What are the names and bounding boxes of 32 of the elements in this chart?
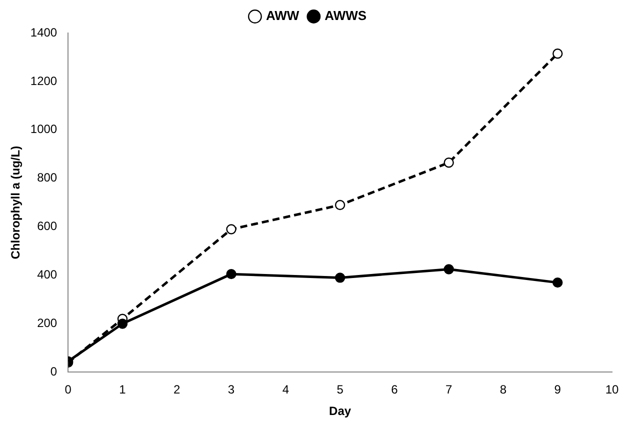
point bbox=[226, 224, 236, 234]
point bbox=[552, 277, 563, 288]
legend-label: AWW bbox=[266, 8, 300, 24]
x-tick-label: 10 bbox=[605, 382, 619, 397]
y-tick-label: 600 bbox=[37, 219, 58, 234]
y-tick-label: 1000 bbox=[30, 122, 58, 136]
y-tick-label: 800 bbox=[37, 170, 58, 185]
x-tick-label: 8 bbox=[500, 382, 507, 397]
y-tick-label: 1200 bbox=[30, 74, 58, 88]
point bbox=[117, 318, 128, 329]
y-tick-label: 200 bbox=[37, 316, 58, 330]
x-tick-label: 2 bbox=[174, 382, 181, 397]
x-tick-label: 6 bbox=[391, 382, 398, 397]
x-tick-label: 0 bbox=[64, 382, 72, 397]
point bbox=[552, 48, 563, 59]
y-tick-label: 0 bbox=[50, 364, 58, 379]
point bbox=[444, 158, 454, 168]
x-tick-label: 7 bbox=[445, 382, 452, 397]
x-tick-label: 4 bbox=[282, 382, 290, 397]
x-tick-label: 1 bbox=[119, 382, 126, 397]
x-tick-label: 5 bbox=[336, 382, 344, 397]
y-tick-label: 400 bbox=[37, 268, 58, 282]
x-tick-label: 9 bbox=[554, 382, 562, 397]
point bbox=[444, 264, 454, 274]
point bbox=[226, 268, 236, 280]
point bbox=[334, 200, 346, 210]
y-tick-label: 1400 bbox=[30, 25, 58, 40]
y-axis-title: Chlorophyll a (ug/L) bbox=[8, 146, 23, 260]
point bbox=[334, 272, 346, 283]
x-axis-title: Day bbox=[329, 404, 352, 418]
legend-label: AWWS bbox=[324, 8, 367, 24]
x-tick-label: 3 bbox=[228, 382, 235, 397]
